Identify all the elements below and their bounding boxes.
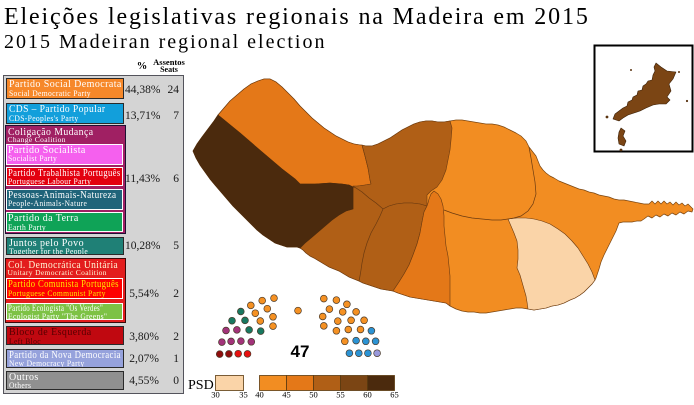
svg-text:47: 47 <box>291 342 310 361</box>
svg-text:55: 55 <box>336 390 345 400</box>
svg-text:40: 40 <box>255 390 264 400</box>
svg-text:60: 60 <box>363 390 372 400</box>
svg-text:30: 30 <box>211 390 220 400</box>
svg-text:35: 35 <box>239 390 248 400</box>
svg-text:45: 45 <box>282 390 291 400</box>
svg-text:PSD: PSD <box>188 378 214 393</box>
svg-text:50: 50 <box>309 390 318 400</box>
svg-text:65: 65 <box>390 390 399 400</box>
